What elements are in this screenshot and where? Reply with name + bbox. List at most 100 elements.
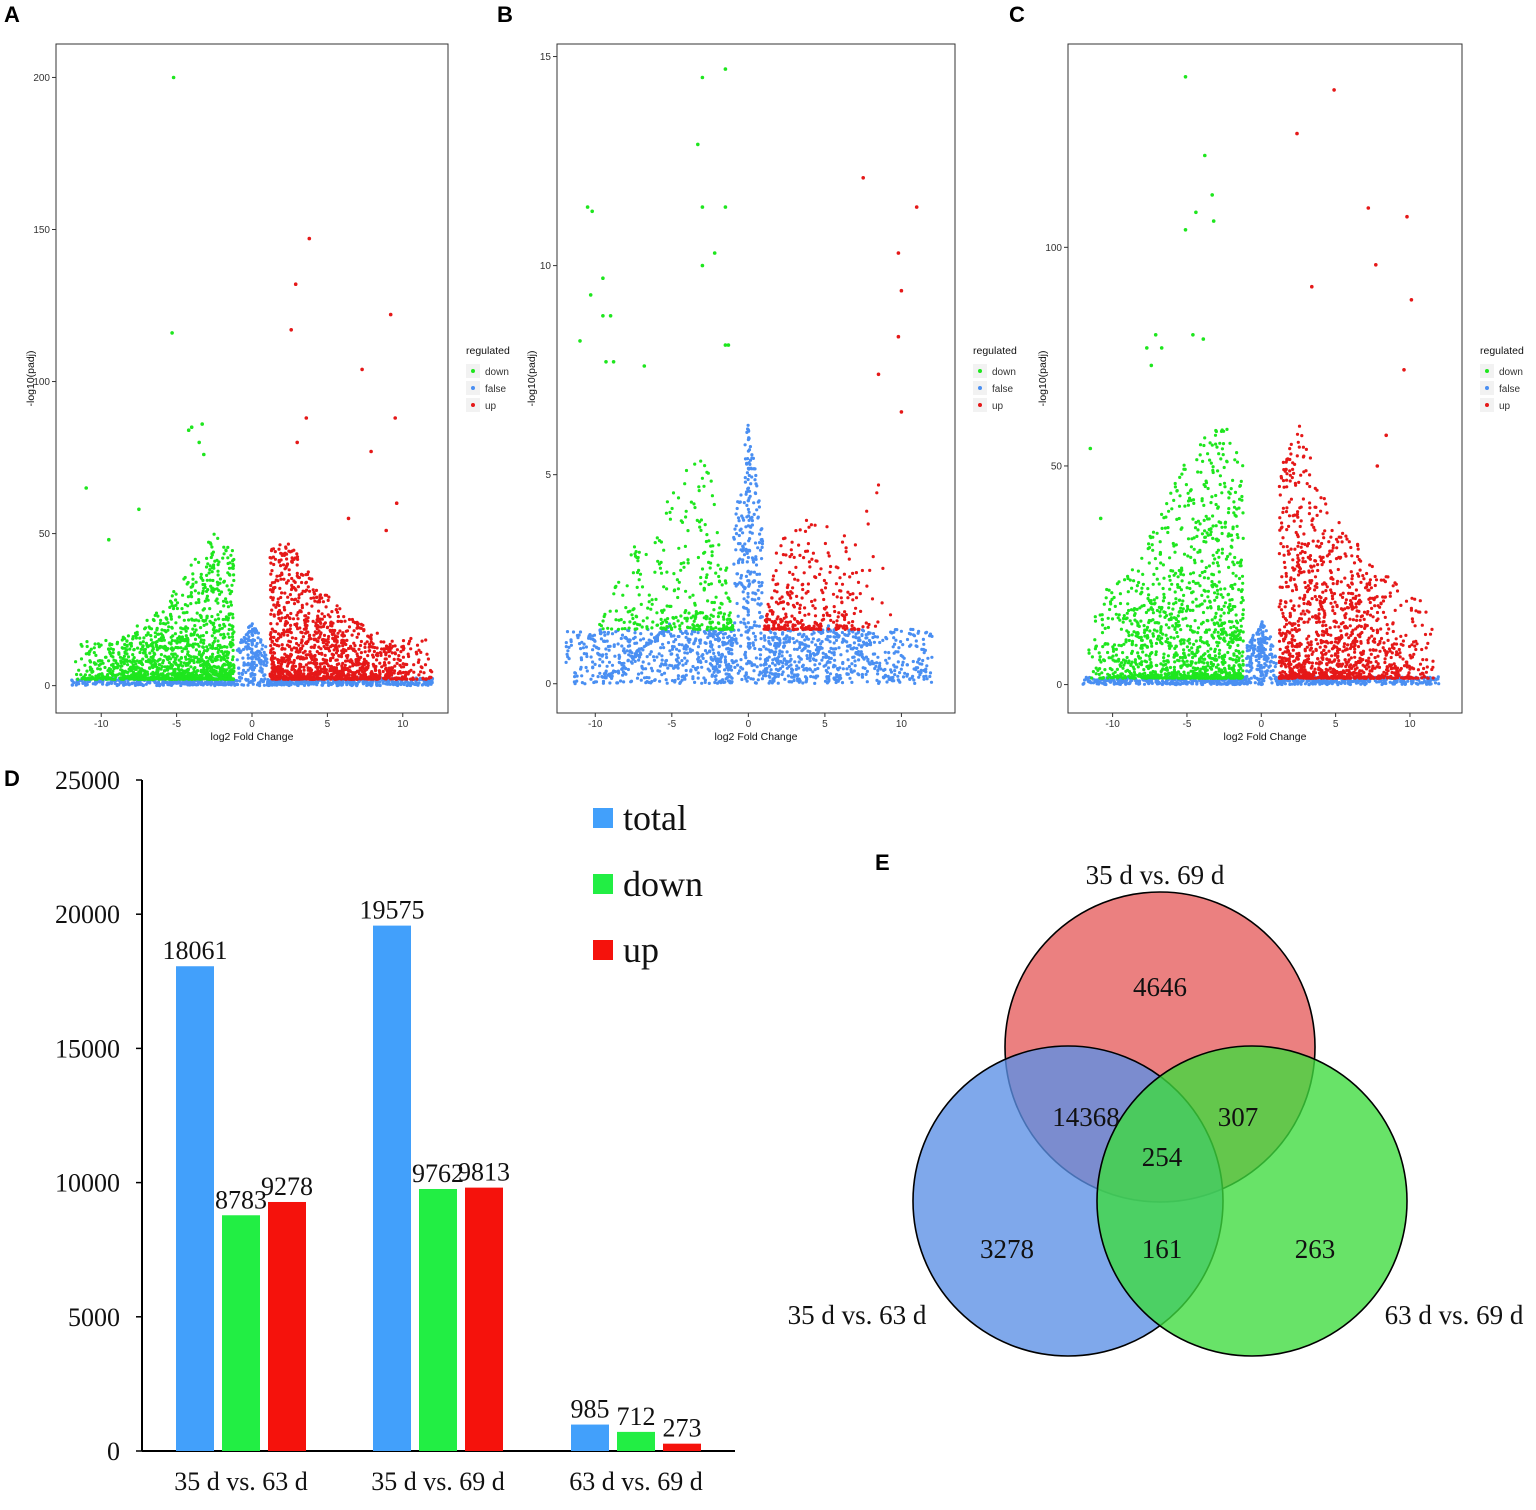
point-false: [805, 654, 809, 658]
point-up: [372, 649, 376, 654]
point-false: [852, 655, 856, 659]
legend-title: regulated: [973, 345, 1017, 357]
point-down: [106, 677, 110, 681]
point-false: [861, 640, 866, 644]
point-false: [717, 665, 722, 669]
point-up: [295, 552, 299, 556]
point-up: [405, 662, 409, 667]
point-false: [730, 641, 734, 645]
point-down: [230, 658, 235, 662]
point-false: [691, 675, 695, 679]
point-down: [213, 618, 217, 622]
point-down: [134, 662, 138, 666]
point-up: [359, 651, 363, 655]
point-down: [201, 645, 205, 649]
point-up: [363, 650, 367, 654]
point-false: [603, 639, 607, 644]
point-up: [300, 631, 304, 635]
point-up: [390, 651, 394, 655]
point-false: [858, 638, 862, 643]
point-false: [696, 660, 701, 664]
point-down: [144, 641, 148, 645]
point-false: [829, 646, 833, 651]
point-false: [246, 656, 250, 660]
point-false: [238, 650, 242, 655]
point-up: [279, 558, 283, 562]
point-down: [205, 597, 209, 601]
point-up: [398, 658, 402, 663]
point-false: [883, 667, 887, 672]
point-false: [336, 682, 340, 686]
point-down: [187, 643, 191, 647]
point-down: [180, 664, 185, 668]
point-down: [123, 637, 127, 641]
point-down: [189, 665, 193, 669]
point-false: [820, 658, 824, 662]
point-false: [745, 503, 749, 507]
point-up: [354, 663, 358, 667]
point-up: [376, 677, 380, 681]
point-false: [696, 671, 700, 675]
legend-key-up: [978, 403, 982, 407]
point-down: [155, 640, 159, 644]
point-up: [386, 673, 390, 677]
point-false: [747, 579, 751, 583]
point-down: [221, 652, 225, 656]
point-down: [230, 627, 234, 631]
point-down: [216, 569, 220, 573]
point-false: [755, 624, 759, 628]
point-false: [847, 632, 851, 636]
point-up: [345, 638, 349, 643]
point-down: [192, 655, 196, 659]
point-false: [856, 672, 860, 676]
point-false: [871, 652, 876, 656]
point-false: [864, 633, 868, 637]
point-up: [300, 606, 304, 610]
point-up: [268, 556, 272, 560]
point-down: [184, 625, 188, 629]
point-down: [231, 638, 235, 642]
point-up: [336, 615, 340, 619]
point-up: [400, 677, 404, 681]
point-down: [228, 592, 232, 596]
point-up: [304, 663, 308, 667]
point-down: [227, 677, 231, 681]
y-tick-label: 100: [33, 377, 50, 388]
point-up: [305, 630, 309, 635]
point-false: [706, 667, 710, 671]
point-false: [732, 633, 737, 638]
legend-key-false: [471, 386, 475, 390]
point-false: [768, 642, 773, 646]
point-down: [125, 639, 129, 643]
point-false: [577, 642, 582, 646]
point-up: [300, 638, 304, 642]
point-down: [225, 659, 229, 663]
point-false: [894, 638, 898, 642]
point-up: [330, 610, 334, 614]
point-false: [871, 632, 876, 636]
point-false: [909, 643, 913, 647]
point-down: [202, 607, 206, 611]
point-false: [598, 657, 602, 661]
point-up: [366, 666, 370, 670]
point-down: [210, 614, 214, 619]
point-false: [754, 656, 759, 660]
point-down: [229, 664, 233, 668]
point-down: [125, 652, 129, 656]
point-down: [197, 660, 201, 664]
point-false: [647, 662, 651, 666]
point-up: [304, 580, 308, 584]
point-false: [737, 628, 741, 632]
point-false: [758, 653, 763, 657]
point-down: [115, 640, 120, 645]
point-false: [773, 674, 777, 678]
point-down: [202, 619, 206, 623]
point-down: [131, 636, 135, 640]
point-false: [571, 630, 576, 634]
point-up: [277, 547, 281, 551]
point-down: [153, 631, 157, 635]
point-false: [267, 683, 271, 688]
point-false: [912, 634, 917, 638]
point-down: [148, 666, 152, 671]
point-false: [865, 680, 869, 684]
